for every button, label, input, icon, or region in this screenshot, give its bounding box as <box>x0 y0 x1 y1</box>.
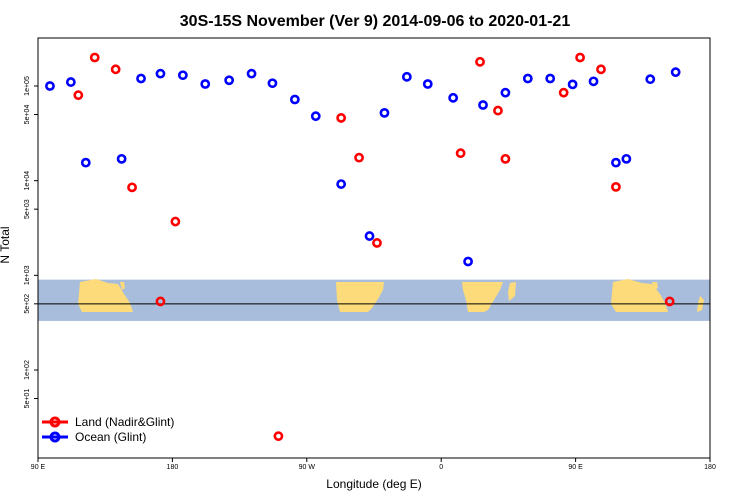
y-tick-label: 1e+04 <box>24 171 31 191</box>
y-axis-label: N Total <box>0 226 12 263</box>
ocean-point <box>611 157 621 168</box>
ocean-point <box>401 71 412 82</box>
ocean-point <box>177 70 188 81</box>
chart-title: 30S-15S November (Ver 9) 2014-09-06 to 2… <box>180 13 571 30</box>
ocean-point <box>463 256 473 267</box>
ocean-point <box>246 68 257 79</box>
y-axis: 5e+01 1e+02 5e+02 1e+03 5e+03 1e+04 5e+04 1e+05 <box>24 76 38 408</box>
ocean-point <box>155 68 166 79</box>
land-point <box>500 153 511 164</box>
ocean-point <box>478 100 488 110</box>
y-tick-label: 5e+03 <box>24 199 31 219</box>
ocean-point <box>289 94 300 105</box>
x-tick-label: 180 <box>167 464 179 471</box>
legend: Land (Nadir&Glint) Ocean (Glint) <box>42 415 174 444</box>
land-point <box>372 238 382 248</box>
ocean-point <box>379 107 390 118</box>
ocean-point <box>80 157 91 168</box>
x-tick-label: 0 <box>439 464 443 471</box>
y-tick-label: 1e+03 <box>24 265 31 285</box>
ocean-point <box>621 153 632 164</box>
ocean-point <box>224 75 235 86</box>
ocean-point <box>588 76 599 87</box>
legend-land-label: Land (Nadir&Glint) <box>75 415 174 429</box>
y-tick-label: 1e+02 <box>24 360 31 380</box>
ocean-point <box>200 79 211 89</box>
y-tick-label: 1e+05 <box>24 76 31 96</box>
x-tick-label: 90 E <box>568 464 583 471</box>
legend-land-marker <box>49 416 61 428</box>
land-point <box>611 181 621 192</box>
ocean-point <box>65 77 76 87</box>
map-band <box>38 279 710 321</box>
ocean-point <box>336 179 347 189</box>
land-point <box>575 52 585 63</box>
land-point <box>73 90 84 101</box>
x-axis-label: Longitude (deg E) <box>326 477 421 491</box>
ocean-point <box>422 79 433 89</box>
data-points <box>45 52 681 442</box>
land-point <box>110 64 121 75</box>
ocean-point <box>567 79 578 90</box>
land-point <box>475 56 485 67</box>
land-point <box>354 152 364 163</box>
land-point <box>596 64 606 75</box>
x-tick-label: 180 <box>704 464 716 471</box>
ocean-point <box>522 73 533 84</box>
x-axis: 90 E 180 90 W 0 90 E 180 <box>31 458 716 471</box>
plot-frame <box>37 37 711 459</box>
land-point <box>493 105 503 116</box>
ocean-point <box>645 74 656 85</box>
ocean-point <box>500 87 511 98</box>
ocean-point <box>670 67 681 78</box>
land-point <box>664 296 675 307</box>
land-point <box>155 296 166 307</box>
legend-ocean-marker <box>49 431 61 443</box>
ocean-point <box>267 78 278 89</box>
ocean-point <box>364 231 375 241</box>
land-point <box>455 148 466 159</box>
y-tick-label: 5e+01 <box>24 389 31 409</box>
land-point <box>170 216 181 227</box>
land-point <box>89 52 100 63</box>
ocean-point <box>136 73 146 84</box>
ocean-point <box>448 92 459 103</box>
land-point <box>558 87 569 98</box>
y-tick-label: 5e+04 <box>24 105 31 125</box>
x-tick-label: 90 E <box>31 464 46 471</box>
ocean-point <box>310 111 321 122</box>
ocean-point <box>545 73 556 84</box>
y-tick-label: 5e+02 <box>24 294 31 314</box>
land-point <box>273 431 284 442</box>
ocean-point <box>45 81 55 91</box>
ocean-point <box>116 153 127 164</box>
legend-ocean-label: Ocean (Glint) <box>75 430 146 444</box>
land-point <box>336 113 347 123</box>
land-point <box>127 182 137 193</box>
x-tick-label: 90 W <box>299 464 316 471</box>
